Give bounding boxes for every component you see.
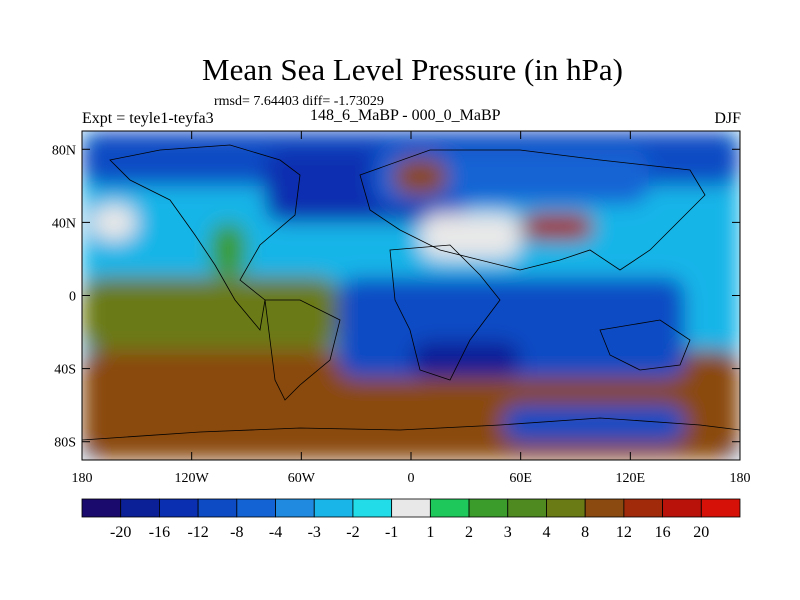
coastline-australia	[599, 319, 691, 371]
colorbar-label: 8	[581, 524, 589, 541]
x-axis: 180 120W 60W 0 60E 120E 180	[72, 131, 751, 486]
colorbar-box	[352, 498, 393, 518]
field-region	[411, 341, 521, 378]
field-region	[374, 149, 649, 205]
x-tick-label: 180	[72, 471, 93, 486]
colorbar-box	[662, 498, 702, 518]
colorbar-label: -3	[308, 524, 321, 541]
season-label: DJF	[714, 110, 741, 127]
field-region	[502, 405, 686, 442]
colorbar-label: 3	[504, 524, 512, 541]
colorbar-box	[623, 498, 663, 518]
x-tick-label: 60E	[509, 471, 532, 486]
field-region	[91, 204, 137, 241]
colorbar-box	[313, 498, 354, 518]
colorbar-box	[197, 498, 238, 518]
x-tick-label: 120W	[175, 471, 210, 486]
field-region	[82, 277, 338, 351]
colorbar-label: 12	[616, 524, 632, 541]
y-axis: 80N 40N 0 40S 80S	[52, 143, 740, 451]
colorbar-box	[584, 498, 625, 518]
colorbar-label: -12	[187, 524, 208, 541]
pressure-field	[82, 131, 740, 460]
coastlines	[82, 144, 740, 441]
experiment-label: Expt = teyle1-teyfa3	[82, 110, 214, 127]
colorbar-label: 4	[542, 524, 550, 541]
field-region	[392, 158, 448, 195]
period-label: 148_6_MaBP - 000_0_MaBP	[310, 107, 501, 124]
colorbar-label: 1	[426, 524, 434, 541]
x-tick-label: 120E	[616, 471, 646, 486]
colorbar-label: -4	[269, 524, 282, 541]
colorbar-box	[275, 498, 315, 518]
coastline-africa	[389, 244, 501, 381]
y-tick-label: 40S	[54, 363, 76, 378]
colorbar-label: 20	[693, 524, 709, 541]
colorbar-box	[700, 498, 741, 518]
colorbar-box	[120, 498, 160, 518]
y-tick-label: 80N	[52, 143, 76, 158]
colorbar-label: -16	[149, 524, 170, 541]
colorbar-label: 2	[465, 524, 473, 541]
stats-text: rmsd= 7.64403 diff= -1.73029	[214, 94, 384, 109]
x-tick-label: 0	[408, 471, 415, 486]
colorbar-label: -20	[110, 524, 131, 541]
chart-title: Mean Sea Level Pressure (in hPa)	[202, 52, 623, 87]
colorbar-box	[81, 498, 122, 518]
field-region	[209, 222, 247, 278]
colorbar-box	[429, 498, 470, 518]
field-region	[420, 213, 521, 259]
field-region	[520, 213, 594, 241]
colorbar-box	[507, 498, 547, 518]
colorbar-box	[391, 498, 431, 518]
y-tick-label: 80S	[54, 436, 76, 451]
coastline-antarctica	[82, 417, 740, 441]
x-tick-label: 60W	[288, 471, 316, 486]
colorbar-label: 16	[655, 524, 671, 541]
coastline-north-america	[109, 144, 301, 331]
colorbar-box	[159, 498, 199, 518]
y-tick-label: 40N	[52, 216, 76, 231]
x-tick-label: 180	[730, 471, 751, 486]
colorbar-box	[468, 498, 509, 518]
colorbar-label: -2	[346, 524, 359, 541]
colorbar-label: -8	[230, 524, 243, 541]
coastline-south-america	[264, 299, 341, 401]
colorbar-label: -1	[385, 524, 398, 541]
colorbar: -20 -16 -12 -8 -4 -3 -2 -1 1 2 3 4 8 12 16 20	[81, 498, 741, 541]
colorbar-box	[236, 498, 276, 518]
coastline-eurasia	[359, 149, 706, 271]
colorbar-box	[546, 498, 586, 518]
y-tick-label: 0	[69, 290, 76, 305]
